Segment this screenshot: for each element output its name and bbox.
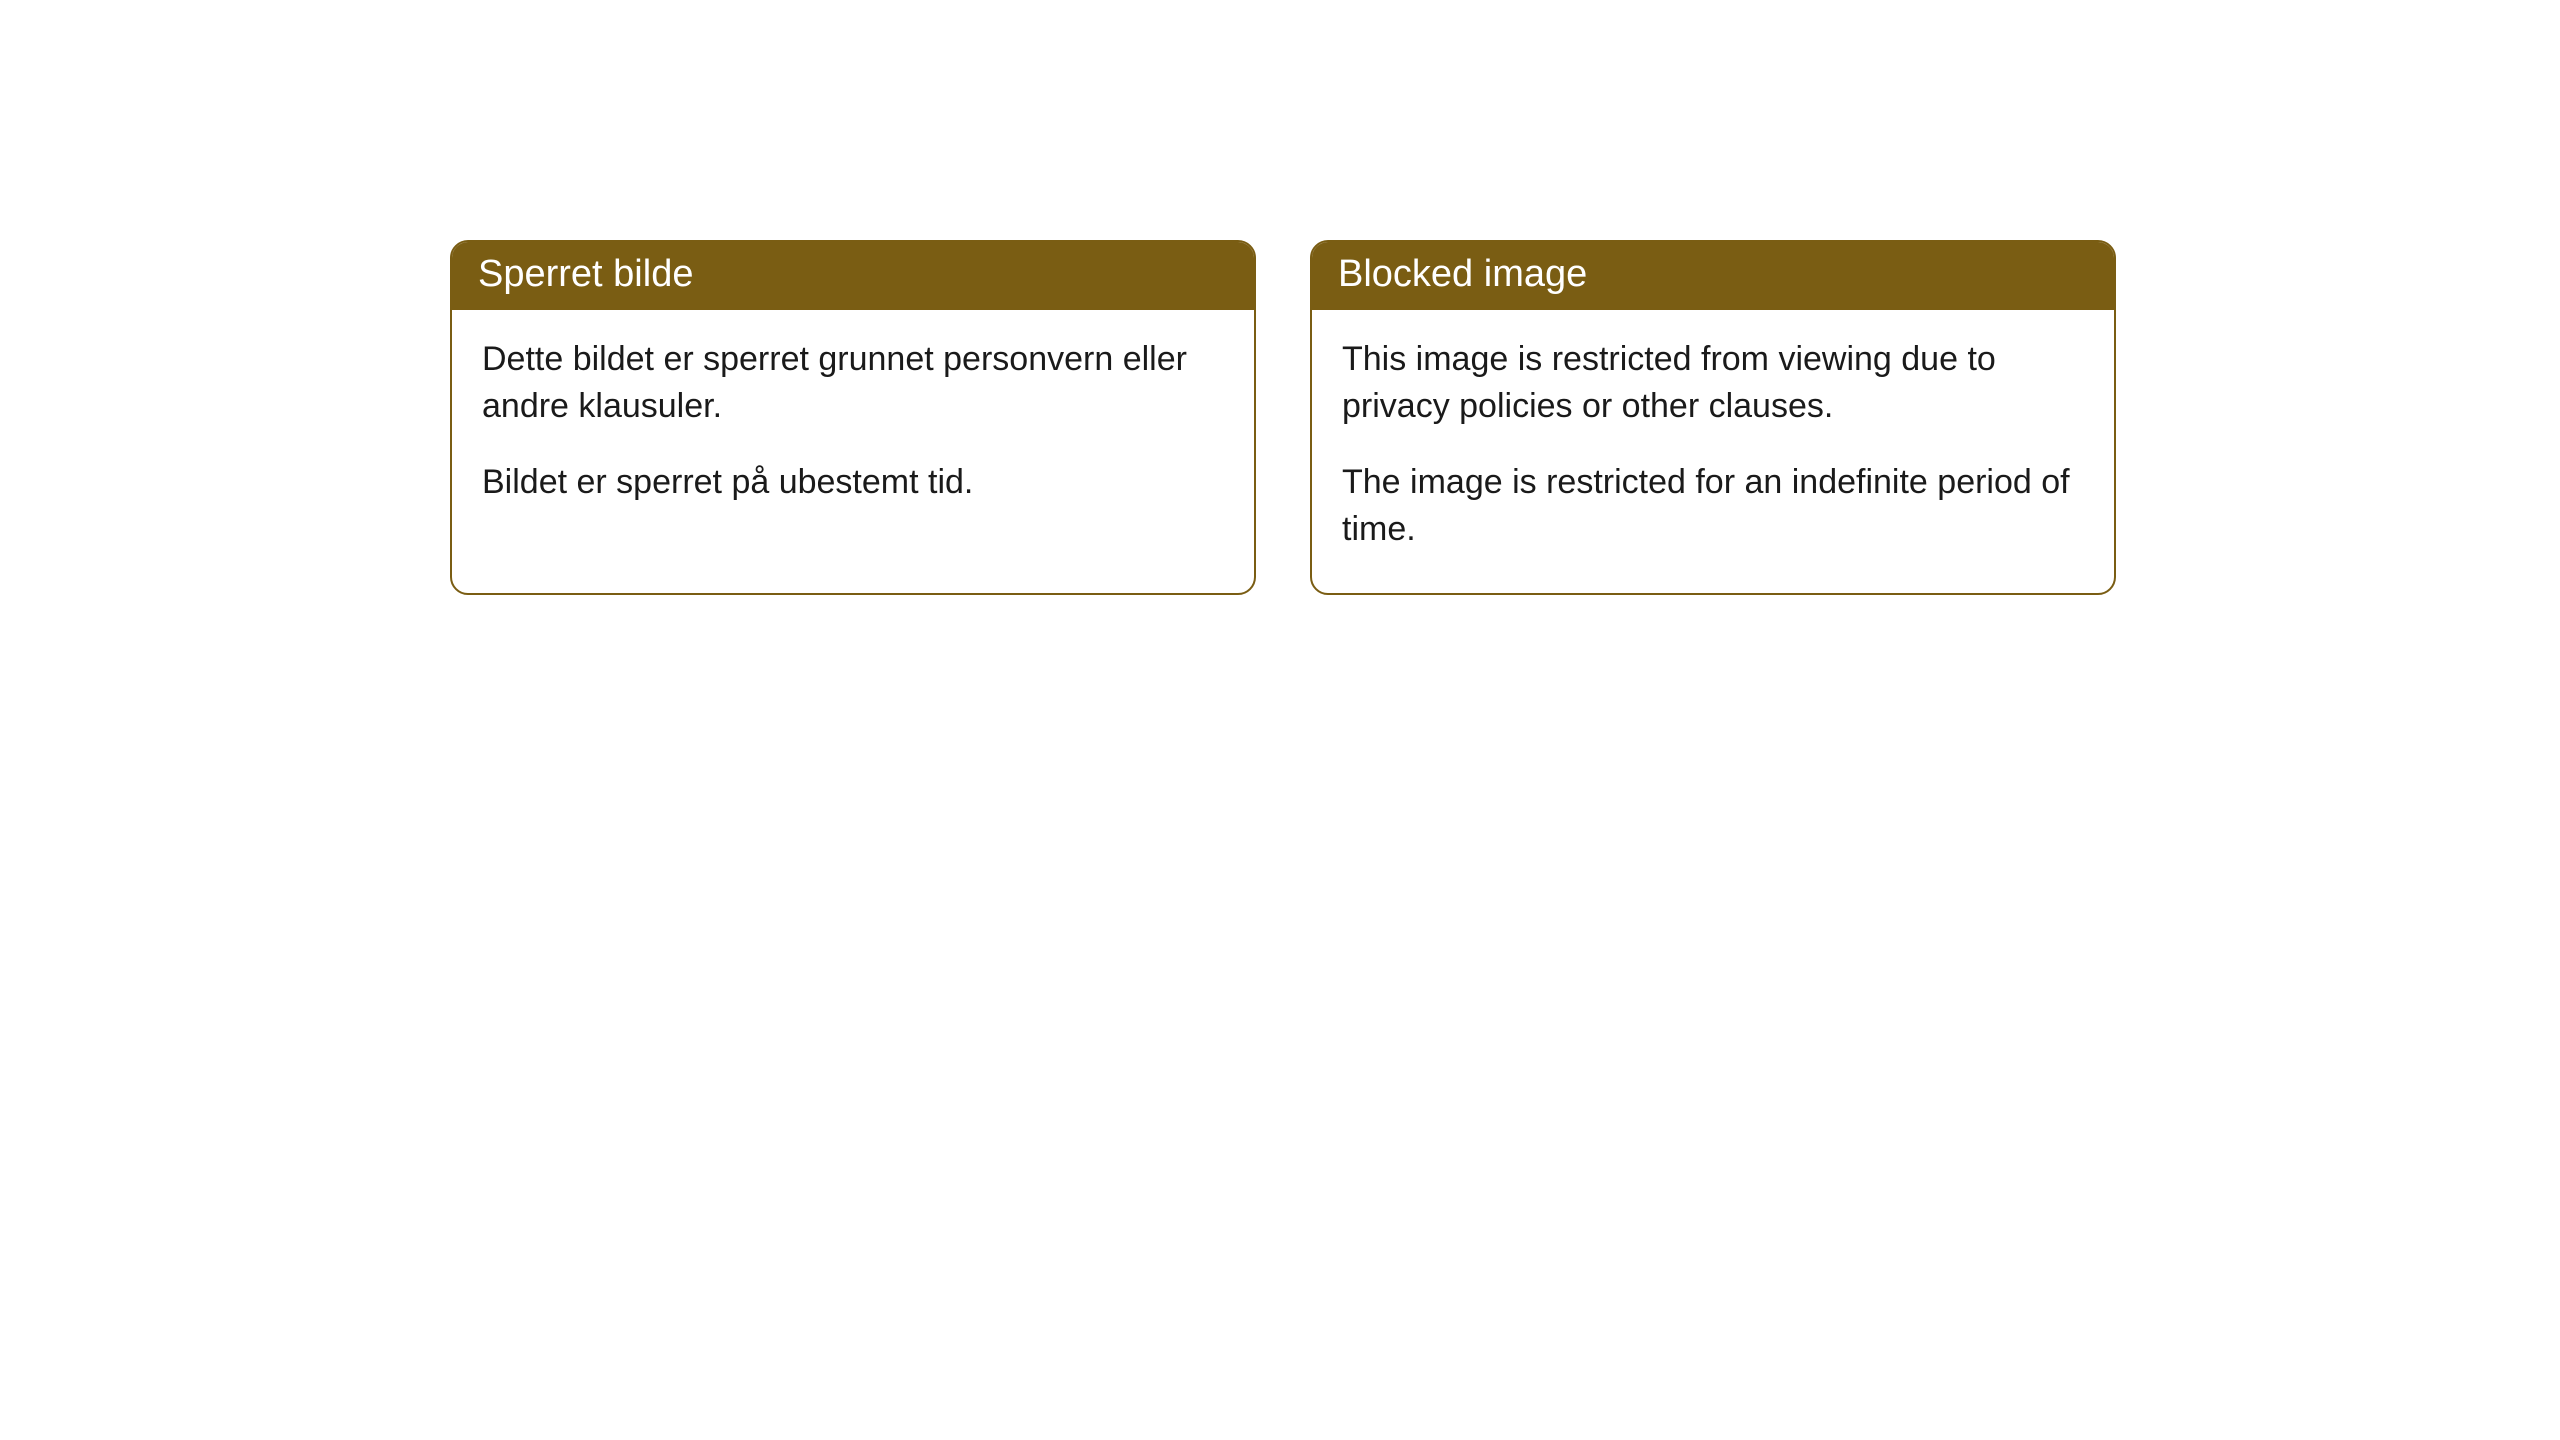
- card-header: Blocked image: [1312, 242, 2114, 310]
- notice-paragraph-2: The image is restricted for an indefinit…: [1342, 459, 2084, 553]
- card-header: Sperret bilde: [452, 242, 1254, 310]
- blocked-image-card-english: Blocked image This image is restricted f…: [1310, 240, 2116, 595]
- notice-paragraph-1: Dette bildet er sperret grunnet personve…: [482, 336, 1224, 430]
- card-title: Blocked image: [1338, 253, 1587, 295]
- card-body: Dette bildet er sperret grunnet personve…: [452, 310, 1254, 547]
- card-body: This image is restricted from viewing du…: [1312, 310, 2114, 594]
- card-title: Sperret bilde: [478, 253, 693, 295]
- blocked-image-card-norwegian: Sperret bilde Dette bildet er sperret gr…: [450, 240, 1256, 595]
- notice-paragraph-1: This image is restricted from viewing du…: [1342, 336, 2084, 430]
- notice-paragraph-2: Bildet er sperret på ubestemt tid.: [482, 459, 1224, 506]
- notice-container: Sperret bilde Dette bildet er sperret gr…: [0, 0, 2560, 595]
